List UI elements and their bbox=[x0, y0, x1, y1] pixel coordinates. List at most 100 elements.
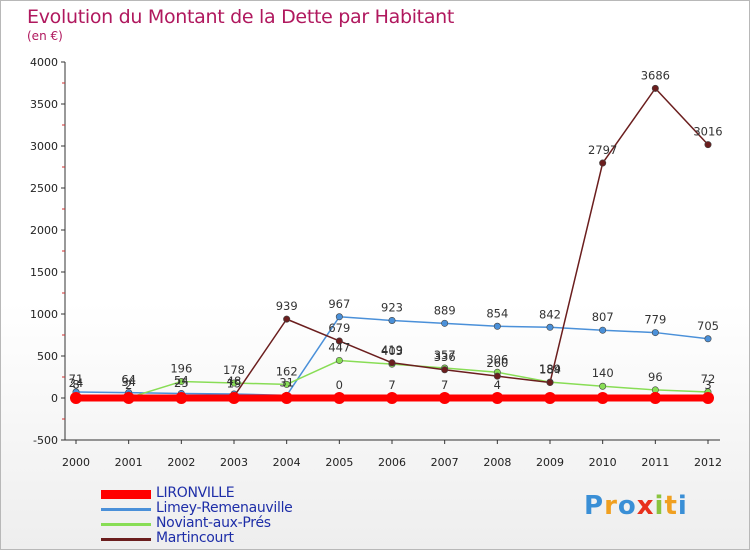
data-label: 854 bbox=[486, 306, 508, 320]
series-point bbox=[599, 159, 607, 167]
series-point bbox=[70, 392, 82, 404]
series-point bbox=[704, 141, 712, 149]
y-tick-label: 3000 bbox=[30, 140, 58, 153]
x-tick-label: 2009 bbox=[536, 456, 564, 469]
series-point bbox=[599, 326, 607, 334]
x-tick-label: 2003 bbox=[220, 456, 248, 469]
series-point bbox=[228, 392, 240, 404]
data-label: 923 bbox=[381, 300, 403, 314]
x-tick-label: 2008 bbox=[483, 456, 511, 469]
data-label: 25 bbox=[174, 376, 189, 390]
data-label: 403 bbox=[381, 344, 403, 358]
data-label: 54 bbox=[174, 373, 189, 387]
data-label: 72 bbox=[701, 372, 716, 386]
data-label: 939 bbox=[276, 299, 298, 313]
data-label: 64 bbox=[121, 373, 136, 387]
series-point bbox=[493, 322, 501, 330]
series-point bbox=[491, 392, 504, 404]
data-label: 48 bbox=[227, 374, 242, 388]
data-label: 357 bbox=[434, 348, 456, 362]
x-tick-label: 2007 bbox=[431, 456, 459, 469]
data-label: 196 bbox=[170, 362, 192, 376]
series-point bbox=[333, 392, 346, 404]
data-label: 2797 bbox=[588, 143, 617, 157]
legend-label: Limey-Remenauville bbox=[156, 500, 293, 516]
legend-label: Noviant-aux-Prés bbox=[156, 515, 271, 531]
series-point bbox=[175, 392, 188, 404]
chart-title: Evolution du Montant de la Dette par Hab… bbox=[27, 6, 455, 28]
x-tick-label: 2005 bbox=[325, 456, 353, 469]
series-point bbox=[335, 313, 343, 321]
series-point bbox=[122, 392, 135, 404]
series-point bbox=[335, 356, 343, 364]
x-tick-label: 2012 bbox=[694, 456, 722, 469]
data-label: 0 bbox=[336, 378, 343, 392]
data-label: 306 bbox=[486, 352, 508, 366]
data-label: 807 bbox=[592, 310, 614, 324]
y-tick-label: 2500 bbox=[30, 182, 58, 195]
series-point bbox=[388, 316, 396, 324]
series-point bbox=[283, 315, 291, 323]
data-label: 8 bbox=[72, 377, 79, 391]
legend-swatch bbox=[101, 538, 151, 541]
data-label: 178 bbox=[223, 363, 245, 377]
series-point bbox=[599, 382, 607, 390]
series-point bbox=[651, 84, 659, 92]
series-point bbox=[546, 379, 554, 387]
chart-subtitle: (en €) bbox=[27, 29, 63, 43]
series-point bbox=[649, 392, 662, 404]
data-label: 7 bbox=[441, 378, 448, 392]
series-point bbox=[335, 337, 343, 345]
data-label: 889 bbox=[434, 303, 456, 317]
series-point bbox=[230, 379, 238, 387]
series-point bbox=[283, 380, 291, 388]
legend-swatch bbox=[101, 490, 151, 499]
data-label: 419 bbox=[381, 343, 403, 357]
data-label: 705 bbox=[697, 319, 719, 333]
series-point bbox=[493, 372, 501, 380]
data-label: 3016 bbox=[693, 125, 722, 139]
x-tick-label: 2002 bbox=[167, 456, 195, 469]
y-tick-label: 4000 bbox=[30, 56, 58, 69]
y-tick-label: 2000 bbox=[30, 224, 58, 237]
data-label: 7 bbox=[388, 378, 395, 392]
legend-swatch bbox=[101, 523, 151, 526]
series-point bbox=[438, 392, 451, 404]
series-point bbox=[596, 392, 609, 404]
data-label: 336 bbox=[434, 350, 456, 364]
data-label: 24 bbox=[69, 376, 84, 390]
legend-swatch bbox=[101, 508, 151, 511]
data-label: 4 bbox=[494, 378, 501, 392]
y-tick-label: 0 bbox=[51, 392, 58, 405]
x-tick-label: 2011 bbox=[641, 456, 669, 469]
y-tick-label: -500 bbox=[33, 434, 58, 447]
proxiti-logo: Proxiti bbox=[584, 491, 688, 521]
x-tick-label: 2000 bbox=[62, 456, 90, 469]
series-point bbox=[651, 329, 659, 337]
data-label: 140 bbox=[592, 366, 614, 380]
x-tick-label: 2010 bbox=[589, 456, 617, 469]
data-label: 3 bbox=[704, 378, 711, 392]
series-point bbox=[544, 392, 556, 404]
data-label: 842 bbox=[539, 307, 561, 321]
data-label: 447 bbox=[328, 340, 350, 354]
data-label: 679 bbox=[328, 321, 350, 335]
y-tick-label: 3500 bbox=[30, 98, 58, 111]
data-label: 779 bbox=[644, 313, 666, 327]
series-point bbox=[546, 323, 554, 331]
x-tick-label: 2001 bbox=[115, 456, 143, 469]
series-point bbox=[704, 335, 712, 343]
data-label: 34 bbox=[121, 375, 136, 389]
data-label: 96 bbox=[648, 370, 663, 384]
legend-label: Martincourt bbox=[156, 530, 234, 546]
series-point bbox=[702, 392, 714, 404]
series-point bbox=[388, 359, 396, 367]
series-point bbox=[280, 392, 293, 404]
data-label: 19 bbox=[227, 376, 242, 390]
y-tick-label: 1000 bbox=[30, 308, 58, 321]
data-label: 189 bbox=[539, 362, 561, 376]
x-tick-label: 2004 bbox=[273, 456, 301, 469]
data-label: 71 bbox=[69, 372, 84, 386]
data-label: 967 bbox=[328, 297, 350, 311]
